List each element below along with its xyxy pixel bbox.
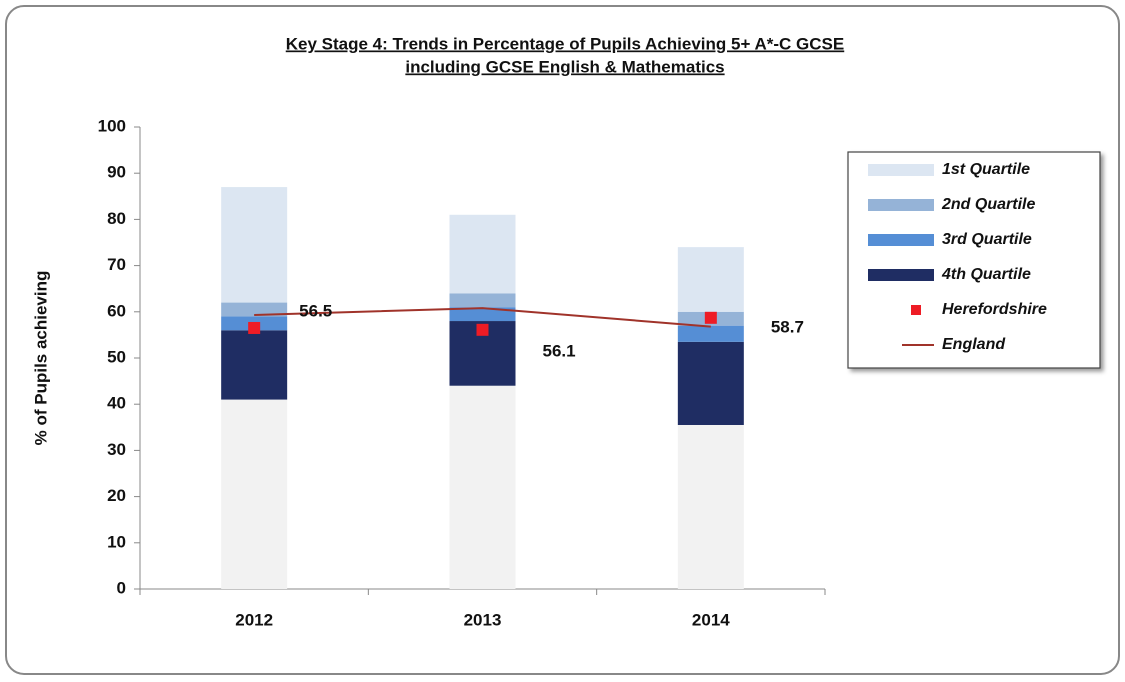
bar-segment	[677, 424, 744, 589]
data-label: 56.1	[543, 341, 576, 360]
bar-segment	[221, 330, 288, 400]
legend-label: Herefordshire	[942, 301, 1047, 318]
bar-segment	[221, 187, 288, 303]
y-tick-label: 50	[107, 347, 126, 366]
y-tick-label: 80	[107, 209, 126, 228]
x-tick-label: 2012	[235, 610, 273, 629]
bar-segment	[449, 307, 516, 322]
y-tick-label: 90	[107, 163, 126, 182]
data-label: 58.7	[771, 317, 804, 336]
y-axis-label: % of Pupils achieving	[31, 271, 50, 446]
y-tick-label: 70	[107, 255, 126, 274]
line	[254, 307, 711, 328]
y-tick-label: 40	[107, 394, 126, 413]
chart-title: Key Stage 4: Trends in Percentage of Pup…	[286, 34, 844, 53]
legend-label: 1st Quartile	[942, 161, 1030, 178]
y-tick-label: 60	[107, 301, 126, 320]
x-tick-label: 2014	[692, 610, 730, 629]
y-tick-label: 0	[117, 578, 126, 597]
x-tick-label: 2013	[464, 610, 502, 629]
legend-swatch	[868, 269, 934, 281]
y-tick-label: 10	[107, 532, 126, 551]
bar-segment	[677, 325, 744, 342]
bar-segment	[677, 341, 744, 425]
legend-label: England	[942, 336, 1006, 353]
y-tick-label: 20	[107, 486, 126, 505]
bar-segment	[221, 399, 288, 589]
legend-label: 4th Quartile	[941, 266, 1031, 283]
bar-segment	[449, 293, 516, 308]
y-tick-label: 30	[107, 440, 126, 459]
legend-swatch	[868, 164, 934, 176]
legend-label: 2nd Quartile	[941, 196, 1035, 213]
point	[248, 321, 261, 334]
bar-segment	[449, 214, 516, 294]
point	[704, 311, 717, 324]
chart-title: including GCSE English & Mathematics	[405, 57, 724, 76]
bar-segment	[221, 302, 288, 317]
legend-swatch	[868, 234, 934, 246]
bar-segment	[677, 247, 744, 312]
legend-swatch	[911, 305, 921, 315]
legend-box	[847, 151, 1101, 369]
data-label: 56.5	[299, 301, 332, 320]
point	[476, 323, 489, 336]
legend-swatch	[868, 199, 934, 211]
y-tick-label: 100	[98, 116, 126, 135]
bar-segment	[449, 385, 516, 589]
legend-label: 3rd Quartile	[942, 231, 1032, 248]
